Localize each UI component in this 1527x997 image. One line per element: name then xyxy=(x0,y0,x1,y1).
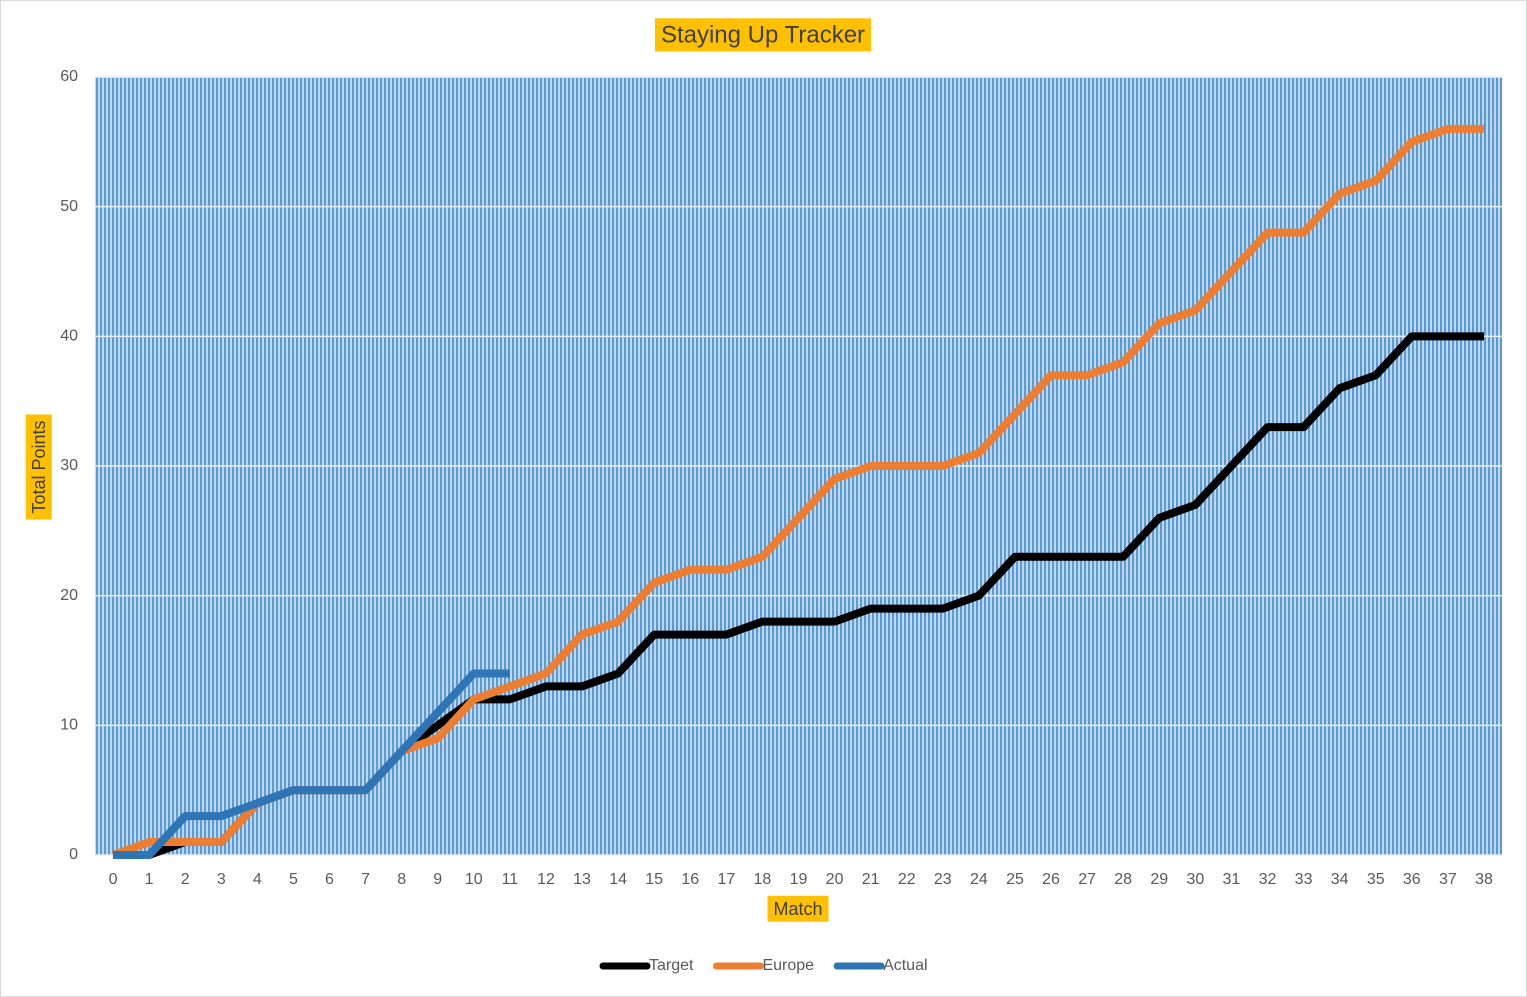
x-tick-label: 22 xyxy=(898,871,916,888)
x-tick-label: 18 xyxy=(754,871,772,888)
y-axis-label: Total Points xyxy=(29,420,49,513)
x-axis-label-box xyxy=(767,895,829,922)
y-tick-label: 0 xyxy=(69,846,78,863)
x-tick-label: 35 xyxy=(1367,871,1385,888)
chart-title: Staying Up Tracker xyxy=(661,21,865,48)
x-axis-label: Match xyxy=(773,899,822,919)
chart-title-box xyxy=(654,18,872,52)
x-tick-label: 3 xyxy=(217,871,226,888)
x-tick-label: 8 xyxy=(397,871,406,888)
x-tick-label: 27 xyxy=(1078,871,1096,888)
x-tick-label: 38 xyxy=(1475,871,1493,888)
y-tick-label: 30 xyxy=(60,457,78,474)
y-tick-label: 10 xyxy=(60,717,78,734)
x-tick-label: 28 xyxy=(1114,871,1132,888)
x-tick-label: 33 xyxy=(1295,871,1313,888)
x-tick-label: 19 xyxy=(790,871,808,888)
x-tick-label: 20 xyxy=(826,871,844,888)
x-tick-label: 14 xyxy=(609,871,627,888)
x-tick-label: 2 xyxy=(181,871,190,888)
y-tick-label: 60 xyxy=(60,68,78,85)
x-tick-label: 17 xyxy=(717,871,735,888)
x-tick-label: 24 xyxy=(970,871,988,888)
x-tick-label: 37 xyxy=(1439,871,1457,888)
y-axis-label-box xyxy=(25,414,52,520)
x-tick-label: 23 xyxy=(934,871,952,888)
x-tick-label: 29 xyxy=(1150,871,1168,888)
x-tick-label: 26 xyxy=(1042,871,1060,888)
legend-label: Actual xyxy=(883,957,927,974)
x-tick-label: 6 xyxy=(325,871,334,888)
x-tick-label: 31 xyxy=(1223,871,1241,888)
y-tick-label: 40 xyxy=(60,328,78,345)
x-tick-label: 10 xyxy=(465,871,483,888)
x-tick-label: 7 xyxy=(361,871,370,888)
x-tick-label: 0 xyxy=(109,871,118,888)
x-tick-label: 30 xyxy=(1186,871,1204,888)
x-tick-label: 13 xyxy=(573,871,591,888)
legend-label: Europe xyxy=(762,957,814,974)
x-tick-label: 36 xyxy=(1403,871,1421,888)
x-tick-label: 15 xyxy=(645,871,663,888)
x-tick-label: 32 xyxy=(1259,871,1277,888)
x-tick-label: 34 xyxy=(1331,871,1349,888)
x-tick-label: 21 xyxy=(862,871,880,888)
y-tick-label: 50 xyxy=(60,198,78,215)
series-line xyxy=(113,669,510,859)
x-tick-label: 12 xyxy=(537,871,555,888)
x-tick-label: 5 xyxy=(289,871,298,888)
x-tick-label: 16 xyxy=(681,871,699,888)
x-tick-label: 25 xyxy=(1006,871,1024,888)
legend-label: Target xyxy=(649,957,694,974)
x-tick-label: 4 xyxy=(253,871,262,888)
x-tick-label: 11 xyxy=(502,871,519,888)
y-tick-label: 20 xyxy=(60,587,78,604)
x-tick-label: 1 xyxy=(145,871,154,888)
x-tick-label: 9 xyxy=(433,871,442,888)
